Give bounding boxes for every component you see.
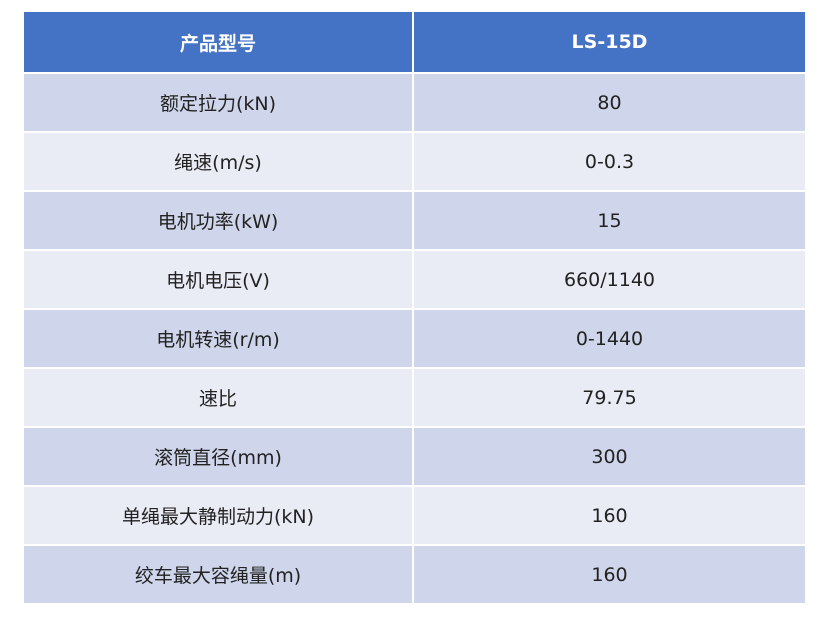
param-value: 80 [412,72,807,133]
table-row: 速比 79.75 [22,367,807,428]
param-name: 电机转速(r/m) [22,308,414,369]
param-name: 滚筒直径(mm) [22,426,414,487]
param-value: 300 [412,426,807,487]
param-value: 160 [412,544,807,605]
table-row: 电机转速(r/m) 0-1440 [22,308,807,369]
param-value: 660/1140 [412,249,807,310]
param-value: 0-0.3 [412,131,807,192]
table-row: 额定拉力(kN) 80 [22,72,807,133]
header-model: LS-15D [412,10,807,74]
param-value: 160 [412,485,807,546]
param-value: 79.75 [412,367,807,428]
param-name: 绳速(m/s) [22,131,414,192]
header-row: 产品型号 LS-15D [22,10,807,74]
param-value: 15 [412,190,807,251]
spec-table: 产品型号 LS-15D 额定拉力(kN) 80 绳速(m/s) 0-0.3 电机… [22,10,807,605]
table-row: 电机电压(V) 660/1140 [22,249,807,310]
param-name: 电机电压(V) [22,249,414,310]
param-name: 绞车最大容绳量(m) [22,544,414,605]
param-name: 额定拉力(kN) [22,72,414,133]
table-row: 滚筒直径(mm) 300 [22,426,807,487]
param-name: 速比 [22,367,414,428]
param-value: 0-1440 [412,308,807,369]
table-row: 绞车最大容绳量(m) 160 [22,544,807,605]
param-name: 单绳最大静制动力(kN) [22,485,414,546]
table-row: 单绳最大静制动力(kN) 160 [22,485,807,546]
table-row: 电机功率(kW) 15 [22,190,807,251]
header-param-label: 产品型号 [22,10,414,74]
table-row: 绳速(m/s) 0-0.3 [22,131,807,192]
param-name: 电机功率(kW) [22,190,414,251]
